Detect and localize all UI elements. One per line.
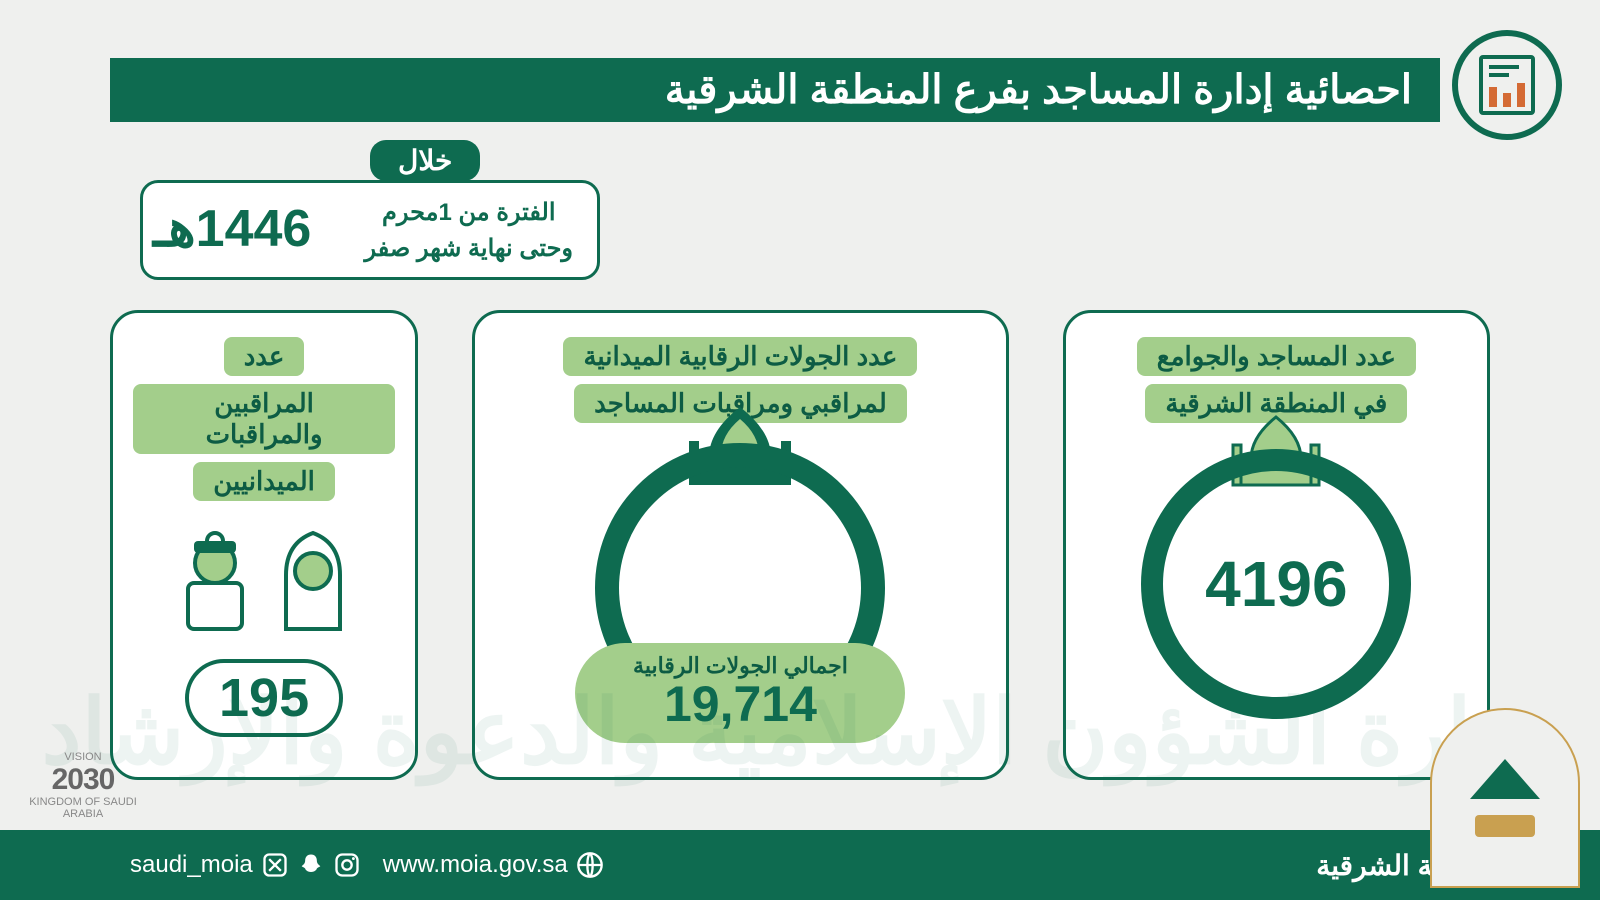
period-text: الفترة من 1محرم وحتى نهاية شهر صفر — [365, 195, 573, 267]
vision-top: VISION — [28, 751, 138, 763]
vision-2030-logo: VISION 2030 KINGDOM OF SAUDI ARABIA — [28, 751, 138, 820]
card-mosques-label1: عدد المساجد والجوامع — [1137, 337, 1416, 376]
ministry-logo — [1430, 708, 1580, 888]
x-icon — [261, 851, 289, 879]
footer-social: saudi_moia — [130, 851, 361, 879]
footer-website-text: www.moia.gov.sa — [383, 851, 568, 879]
woman-icon — [272, 527, 354, 637]
period-box: 1446هـ الفترة من 1محرم وحتى نهاية شهر صف… — [140, 180, 600, 280]
footer-handle-text: saudi_moia — [130, 851, 253, 879]
page-title: احصائية إدارة المساجد بفرع المنطقة الشرق… — [665, 67, 1412, 113]
period-pill: خلال — [370, 140, 480, 181]
footer-links: www.moia.gov.sa saudi_moia — [130, 851, 604, 879]
footer: فرع المنطقة الشرقية www.moia.gov.sa saud… — [0, 830, 1600, 900]
man-icon — [174, 527, 256, 637]
card-tours-label1: عدد الجولات الرقابية الميدانية — [563, 337, 917, 376]
period-line2: وحتى نهاية شهر صفر — [365, 231, 573, 267]
globe-icon — [576, 851, 604, 879]
card-inspectors-label2: المراقبين والمراقبات — [133, 384, 395, 454]
instagram-icon — [333, 851, 361, 879]
report-icon — [1452, 30, 1562, 140]
card-mosques: عدد المساجد والجوامع في المنطقة الشرقية … — [1063, 310, 1490, 780]
header-bar: احصائية إدارة المساجد بفرع المنطقة الشرق… — [110, 58, 1440, 122]
tours-total-badge: اجمالي الجولات الرقابية 19,714 — [575, 643, 905, 743]
tours-ring: اجمالي الجولات الرقابية 19,714 — [595, 443, 885, 733]
mosques-ring: 4196 — [1141, 449, 1411, 719]
card-inspectors-label1: عدد — [224, 337, 305, 376]
snapchat-icon — [297, 851, 325, 879]
period-line1: الفترة من 1محرم — [365, 195, 573, 231]
cards-row: عدد المساجد والجوامع في المنطقة الشرقية … — [110, 310, 1490, 780]
card-inspectors: عدد المراقبين والمراقبات الميدانيين 195 — [110, 310, 418, 780]
vision-sub: KINGDOM OF SAUDI ARABIA — [28, 796, 138, 820]
mosques-value: 4196 — [1141, 449, 1411, 719]
tours-total-value: 19,714 — [611, 679, 869, 729]
inspectors-value: 195 — [185, 659, 343, 737]
period-year: 1446هـ — [153, 199, 311, 259]
card-tours: عدد الجولات الرقابية الميدانية لمراقبي و… — [472, 310, 1009, 780]
vision-year: 2030 — [28, 763, 138, 796]
people-icons — [174, 527, 354, 637]
footer-website: www.moia.gov.sa — [383, 851, 604, 879]
card-inspectors-label3: الميدانيين — [193, 462, 335, 501]
